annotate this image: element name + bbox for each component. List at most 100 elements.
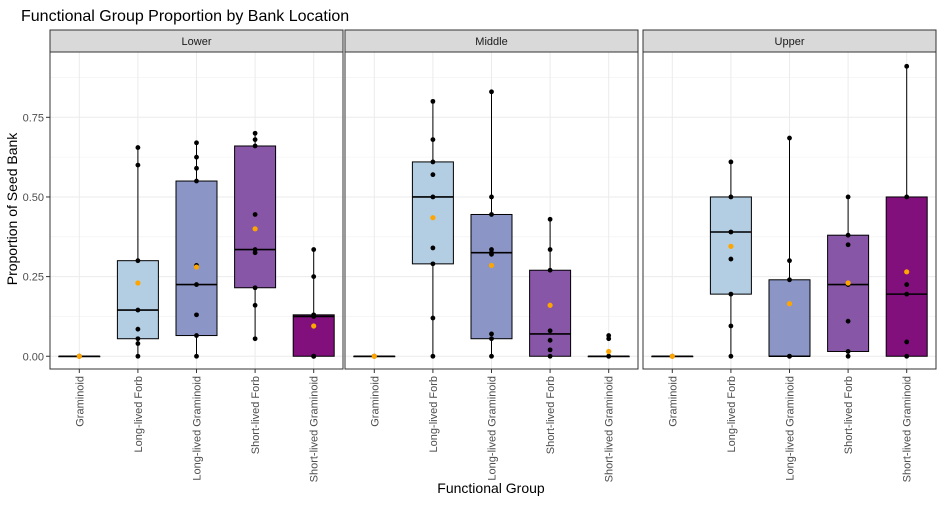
y-tick-label: 0.25 [23, 272, 44, 284]
data-point [904, 63, 910, 69]
box-body [529, 269, 572, 357]
data-point [547, 337, 553, 343]
box-body [827, 234, 870, 352]
box-group [768, 135, 811, 359]
data-point [728, 256, 734, 262]
mean-point [371, 353, 377, 359]
data-point [252, 212, 258, 217]
data-point [135, 145, 141, 150]
data-point [252, 137, 258, 143]
data-point [430, 194, 436, 200]
mean-point [547, 302, 553, 308]
facet-panel-lower: Lower Graminoid Long-lived Forb Long-lived … [49, 29, 344, 482]
facet-strip-label: Middle [475, 36, 507, 48]
x-tick-label: Short-lived Forb [250, 376, 262, 454]
data-point [904, 194, 910, 200]
data-point [728, 229, 734, 235]
mean-point [669, 353, 675, 359]
box-body [175, 180, 218, 337]
data-point [194, 312, 199, 318]
box-group [587, 333, 630, 359]
mean-point [193, 264, 200, 270]
data-point [728, 194, 734, 200]
mean-point [488, 262, 495, 269]
box-group [885, 63, 928, 359]
data-point [135, 336, 141, 342]
data-point [787, 258, 792, 264]
data-point [252, 143, 258, 149]
data-point [547, 328, 553, 334]
data-point [606, 336, 612, 342]
data-point [904, 291, 910, 297]
data-point [547, 216, 553, 222]
box-body [470, 213, 513, 340]
data-point [728, 291, 734, 297]
data-point [845, 242, 851, 248]
data-point [194, 165, 199, 171]
box-body [768, 279, 811, 357]
data-point [547, 267, 553, 273]
data-point [194, 353, 199, 359]
data-point [311, 274, 317, 280]
data-point [845, 353, 851, 359]
mean-point [786, 301, 793, 307]
data-point [845, 232, 851, 238]
x-tick-label: Short-lived Graminoid [309, 376, 321, 482]
data-point [904, 339, 910, 345]
data-point [904, 282, 910, 287]
data-point [489, 212, 494, 217]
data-point [489, 331, 494, 337]
data-point [606, 353, 612, 359]
x-tick-label: Long-lived Graminoid [192, 376, 204, 481]
data-point [787, 277, 792, 283]
y-tick-label: 0.50 [23, 192, 44, 204]
data-point [489, 336, 494, 342]
data-point [489, 251, 494, 257]
data-point [252, 302, 258, 308]
x-tick-label: Long-lived Forb [133, 376, 145, 452]
data-point [194, 154, 199, 160]
y-tick-label: 0.00 [23, 351, 44, 363]
x-tick-label: Graminoid [74, 376, 86, 427]
data-point [311, 247, 317, 252]
data-point [252, 285, 258, 291]
x-tick-label: Short-lived Forb [545, 376, 557, 454]
facet-strip-label: Upper [775, 36, 805, 48]
data-point [845, 318, 851, 324]
data-point [430, 261, 436, 267]
mean-point [430, 215, 436, 221]
data-point [135, 326, 141, 332]
facet-panel-middle: Middle Graminoid Long-lived Forb Long-lived… [344, 29, 639, 482]
x-axis-label: Functional Group [437, 480, 545, 496]
box-group [58, 353, 101, 359]
box-group [709, 159, 752, 359]
x-tick-label: Long-lived Graminoid [487, 376, 499, 481]
x-tick-label: Long-lived Forb [726, 376, 738, 452]
mean-point [76, 353, 82, 359]
data-point [252, 130, 258, 136]
data-point [904, 353, 910, 359]
mean-point [845, 280, 851, 286]
chart-title: Functional Group Proportion by Bank Loca… [21, 8, 349, 25]
data-point [430, 353, 436, 359]
mean-point [252, 226, 258, 232]
data-point [135, 258, 141, 264]
box-body [885, 196, 928, 357]
data-point [430, 315, 436, 321]
data-point [547, 353, 553, 359]
data-point [845, 194, 851, 200]
data-point [489, 89, 494, 95]
x-tick-label: Graminoid [369, 376, 381, 427]
box-body [292, 314, 335, 357]
data-point [489, 194, 494, 200]
mean-point [135, 280, 141, 286]
x-tick-label: Long-lived Forb [428, 376, 440, 452]
data-point [135, 162, 141, 168]
data-point [135, 341, 141, 346]
data-point [430, 137, 436, 143]
box-group [470, 89, 513, 359]
x-tick-label: Short-lived Graminoid [902, 376, 914, 482]
x-tick-label: Short-lived Forb [843, 376, 855, 454]
box-group [116, 145, 159, 359]
box-group [292, 247, 335, 359]
